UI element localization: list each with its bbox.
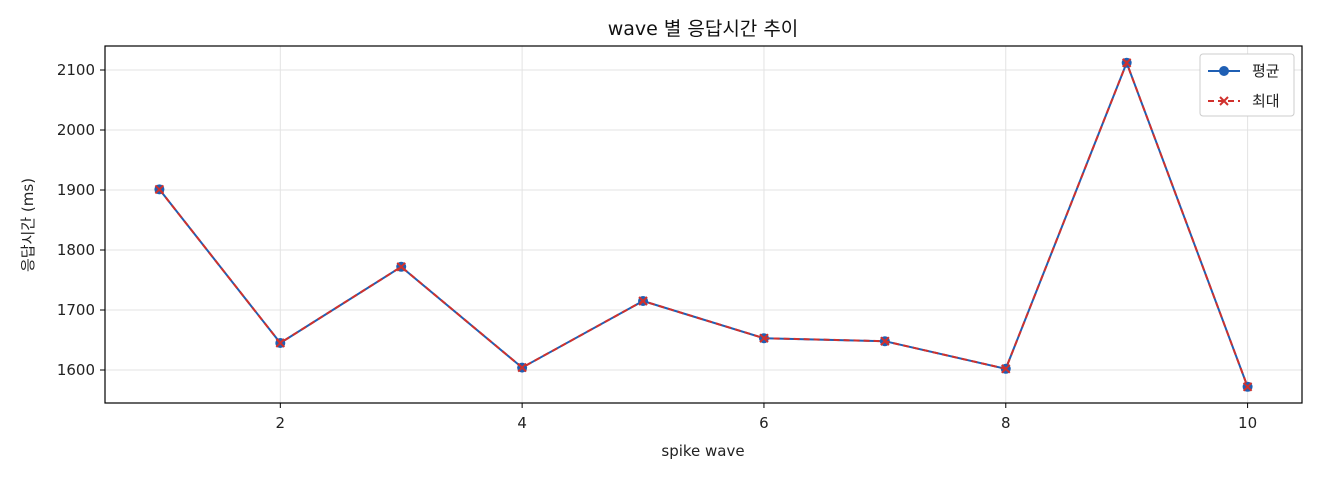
x-ticks: 2 4 6 8 10 <box>276 403 1257 432</box>
legend-item: 최대 <box>1208 92 1280 110</box>
y-tick-label: 2000 <box>57 121 95 139</box>
x-tick-label: 8 <box>1001 414 1011 432</box>
y-tick-label: 2100 <box>57 61 95 79</box>
data-point <box>880 336 890 346</box>
data-point <box>1001 364 1011 374</box>
legend-label: 최대 <box>1252 92 1280 110</box>
y-tick-label: 1900 <box>57 181 95 199</box>
y-axis-label: 응답시간 (ms) <box>19 178 37 272</box>
data-point <box>638 296 648 306</box>
data-point <box>759 333 769 343</box>
x-tick-label: 10 <box>1238 414 1257 432</box>
x-tick-label: 4 <box>517 414 527 432</box>
grid-lines <box>105 46 1302 403</box>
series-line <box>158 60 1249 388</box>
data-point <box>154 184 165 195</box>
x-tick-label: 2 <box>276 414 286 432</box>
y-ticks: 1600 1700 1800 1900 2000 2100 <box>57 61 105 379</box>
x-axis-label: spike wave <box>661 442 744 460</box>
legend-marker <box>1219 96 1229 106</box>
legend-label: 평균 <box>1252 62 1280 80</box>
series-2 <box>154 58 1253 392</box>
y-tick-label: 1800 <box>57 241 95 259</box>
data-point <box>275 338 286 348</box>
plot-area-frame <box>104 45 1303 404</box>
series-layer <box>154 57 1253 392</box>
series-line <box>158 60 1249 388</box>
data-point <box>1121 58 1132 68</box>
legend-box <box>1199 53 1295 117</box>
y-tick-label: 1600 <box>57 361 95 379</box>
data-point <box>1242 382 1253 392</box>
chart-title: wave 별 응답시간 추이 <box>608 18 799 40</box>
data-point <box>396 262 406 272</box>
data-point <box>517 362 527 373</box>
series-1 <box>154 57 1253 392</box>
legend-marker <box>1219 66 1229 76</box>
x-tick-label: 6 <box>759 414 769 432</box>
y-tick-label: 1700 <box>57 301 95 319</box>
legend-item: 평균 <box>1208 62 1280 80</box>
